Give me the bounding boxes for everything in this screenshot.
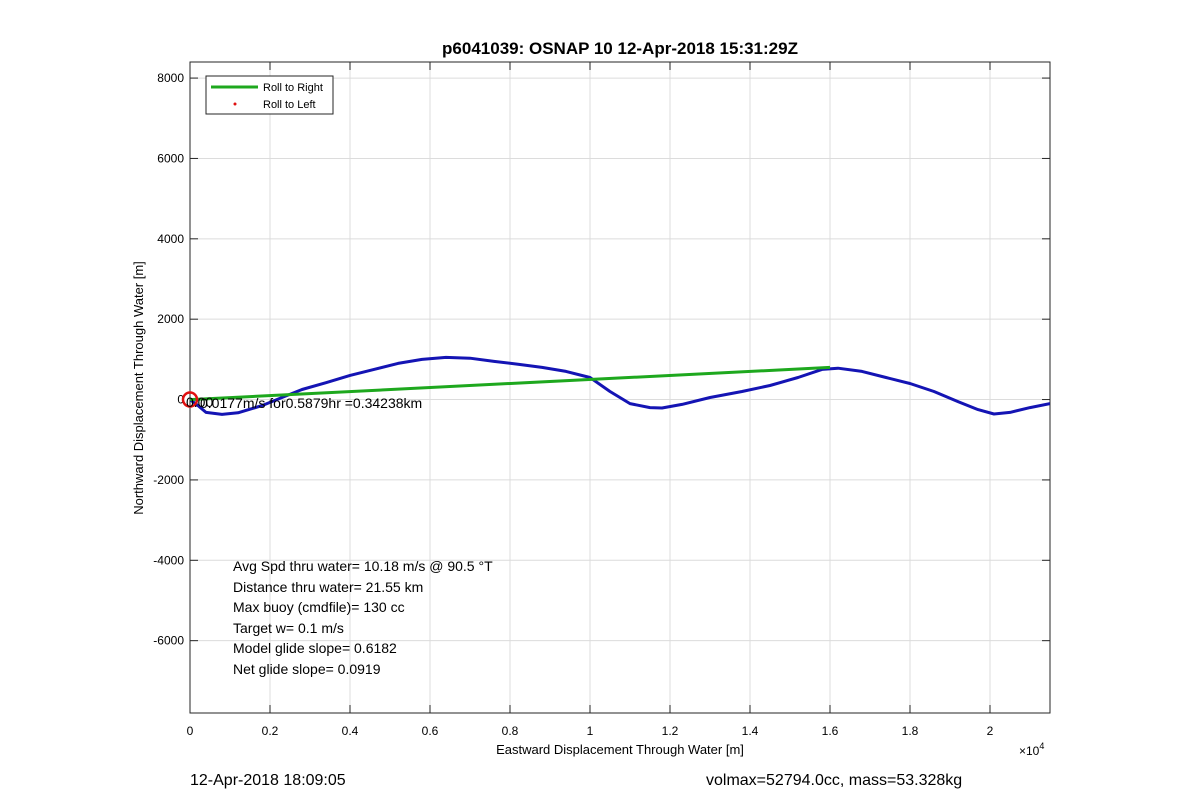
x-tick-label: 1.6: [822, 724, 839, 738]
stats-line: Target w= 0.1 m/s: [233, 620, 344, 636]
chart-title: p6041039: OSNAP 10 12-Apr-2018 15:31:29Z: [442, 39, 798, 58]
legend-swatch-roll-left: [233, 102, 237, 106]
y-tick-label: -4000: [153, 553, 184, 567]
overlap-label: 0.00: [186, 394, 213, 410]
stats-line: Max buoy (cmdfile)= 130 cc: [233, 599, 405, 615]
stats-line: Net glide slope= 0.0919: [233, 661, 381, 677]
x-tick-label: 0: [187, 724, 194, 738]
stats-block: Avg Spd thru water= 10.18 m/s @ 90.5 °T …: [233, 558, 493, 677]
series-layer: [181, 355, 1050, 416]
x-axis-multiplier: ×104: [1019, 741, 1044, 758]
x-tick-label: 0.8: [502, 724, 519, 738]
x-axis-multiplier-base: ×10: [1019, 744, 1040, 758]
legend: Roll to Right Roll to Left: [205, 75, 334, 115]
y-tick-label: 6000: [157, 151, 184, 165]
x-axis-multiplier-exponent: 4: [1039, 741, 1044, 751]
footer-timestamp: 12-Apr-2018 18:09:05: [190, 772, 346, 789]
x-axis-label: Eastward Displacement Through Water [m]: [496, 742, 744, 757]
x-tick-label: 1.2: [662, 724, 679, 738]
start-marker: [181, 391, 199, 408]
x-tick-label: 1.8: [902, 724, 919, 738]
stats-line: Model glide slope= 0.6182: [233, 640, 397, 656]
stats-line: Distance thru water= 21.55 km: [233, 579, 423, 595]
legend-label-roll-left: Roll to Left: [263, 99, 316, 111]
x-tick-label: 0.2: [262, 724, 279, 738]
y-tick-label: 4000: [157, 232, 184, 246]
legend-label-roll-right: Roll to Right: [263, 82, 323, 94]
y-tick-label: -6000: [153, 634, 184, 648]
x-tick-label: 1.4: [742, 724, 759, 738]
y-tick-label: 2000: [157, 312, 184, 326]
footer-volmax-mass: volmax=52794.0cc, mass=53.328kg: [706, 772, 963, 789]
x-tick-label: 0.4: [342, 724, 359, 738]
axis-ticks: 0 0.2 0.4 0.6 0.8 1 1.2 1.4 1.6 1.8 2 8000 6000 4000 2…: [153, 62, 1050, 738]
y-tick-label: 0: [177, 393, 184, 407]
legend-box: [205, 75, 334, 115]
x-tick-label: 2: [987, 724, 994, 738]
x-tick-label: 0.6: [422, 724, 439, 738]
net-displacement-line: [190, 365, 831, 402]
current-annotation: 0.0177m/s for0.5879hr =0.34238km: [200, 395, 422, 411]
stats-line: Avg Spd thru water= 10.18 m/s @ 90.5 °T: [233, 558, 493, 574]
plot-area: [189, 61, 1051, 714]
y-tick-label: -2000: [153, 473, 184, 487]
displacement-track-line: [190, 355, 1050, 416]
y-tick-label: 8000: [157, 71, 184, 85]
x-tick-label: 1: [587, 724, 594, 738]
y-axis-label: Northward Displacement Through Water [m]: [131, 261, 146, 515]
